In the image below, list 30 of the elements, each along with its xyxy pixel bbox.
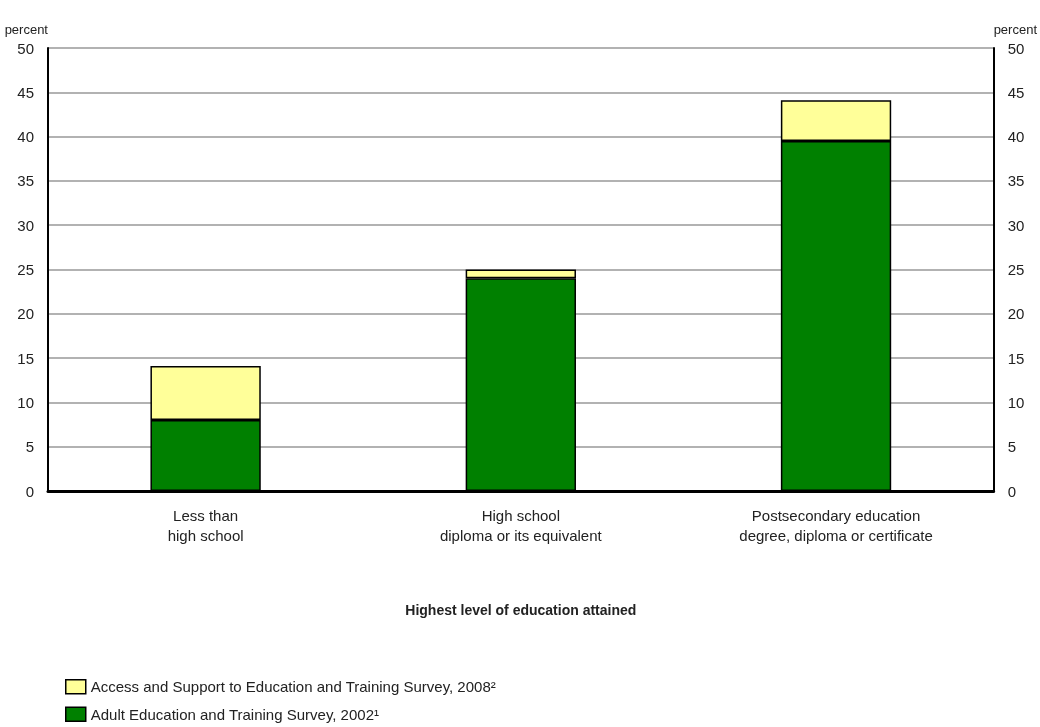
y-tick-label: 50 bbox=[17, 39, 34, 57]
y-tick-label: 35 bbox=[17, 172, 34, 190]
x-tick-label: Less than high school bbox=[167, 506, 244, 544]
y2-tick-label: 10 bbox=[1007, 393, 1025, 411]
x-tick-label: High school diploma or its equivalent bbox=[439, 506, 603, 544]
x-axis-title: Highest level of education attained bbox=[405, 602, 637, 618]
x-tick-label: Postsecondary education degree, diploma or certificate bbox=[739, 506, 933, 544]
y2-tick-label: 45 bbox=[1007, 83, 1025, 101]
y-tick-label: 5 bbox=[25, 438, 34, 456]
y2-tick-label: 25 bbox=[1007, 261, 1025, 278]
legend-label: Access and Support to Education and Training Survey, 2008² bbox=[90, 678, 496, 696]
y2-tick-label: 40 bbox=[1007, 128, 1025, 146]
y-tick-label: 15 bbox=[17, 349, 34, 367]
y-tick-label: 10 bbox=[17, 393, 34, 411]
y2-tick-label: 0 bbox=[1007, 482, 1016, 500]
y2-tick-label: 15 bbox=[1007, 349, 1025, 367]
y2-tick-label: 50 bbox=[1007, 39, 1025, 57]
y2-tick-label: 5 bbox=[1007, 438, 1016, 456]
y-tick-label: 0 bbox=[25, 482, 34, 500]
y2-tick-label: 35 bbox=[1007, 172, 1025, 190]
y-tick-label: 20 bbox=[17, 305, 34, 323]
y-tick-label: 25 bbox=[17, 261, 34, 278]
y2-axis-title: percent bbox=[993, 22, 1038, 37]
y2-tick-label: 20 bbox=[1007, 305, 1025, 323]
y-tick-label: 45 bbox=[17, 83, 34, 101]
y-tick-label: 30 bbox=[17, 216, 34, 234]
y-tick-label: 40 bbox=[17, 128, 34, 146]
y-axis-title: percent bbox=[4, 22, 49, 37]
legend-label: Adult Education and Training Survey, 2002¹ bbox=[90, 705, 379, 723]
y2-tick-label: 30 bbox=[1007, 216, 1025, 234]
